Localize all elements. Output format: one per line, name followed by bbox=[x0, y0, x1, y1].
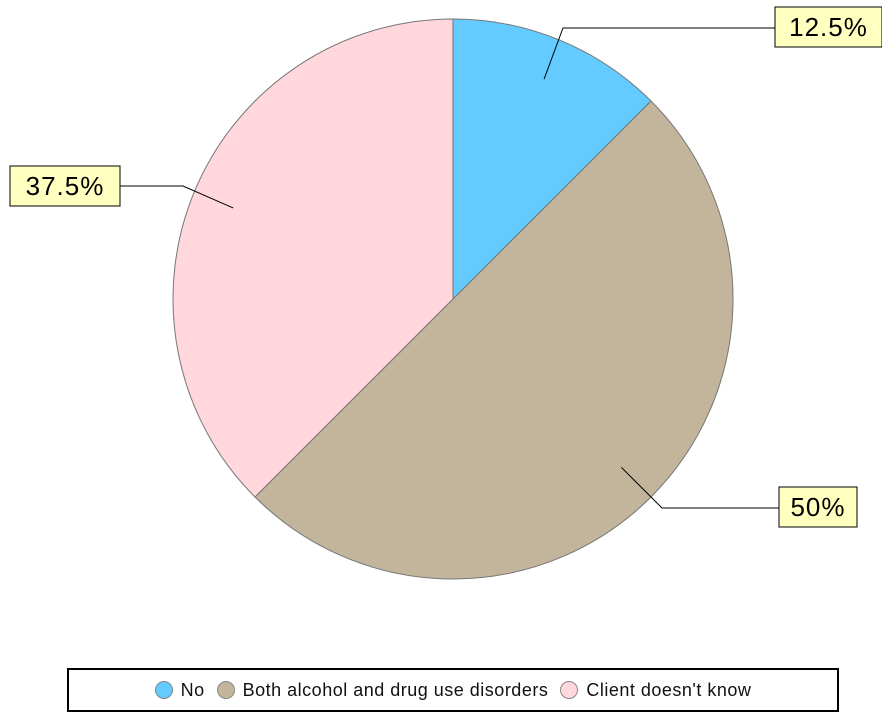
pie-chart: 12.5% 50% 37.5% bbox=[9, 6, 882, 580]
pie-slice-0 bbox=[452, 18, 652, 301]
legend: No Both alcohol and drug use disorders C… bbox=[67, 668, 839, 712]
legend-swatch-both bbox=[216, 681, 235, 699]
legend-item-no: No bbox=[154, 679, 205, 701]
legend-label-both: Both alcohol and drug use disorders bbox=[242, 679, 549, 700]
pie-slices bbox=[172, 18, 734, 580]
leader-line-0 bbox=[543, 27, 775, 80]
leader-line-2 bbox=[120, 185, 234, 209]
legend-label-no: No bbox=[180, 679, 205, 700]
data-label-1: 50% bbox=[790, 492, 845, 522]
legend-swatch-no bbox=[154, 681, 173, 699]
data-label-2: 37.5% bbox=[26, 171, 105, 201]
data-label-box-1 bbox=[778, 486, 858, 528]
legend-swatch-client-doesnt-know bbox=[560, 681, 579, 699]
data-label-box-2 bbox=[9, 165, 121, 207]
pie-slice-2 bbox=[172, 18, 454, 498]
data-label-box-0 bbox=[774, 6, 882, 48]
data-label-0: 12.5% bbox=[789, 12, 868, 42]
legend-item-both: Both alcohol and drug use disorders bbox=[216, 679, 549, 701]
legend-label-client-doesnt-know: Client doesn't know bbox=[586, 679, 752, 700]
pie-leader-lines bbox=[120, 27, 779, 509]
legend-item-client-doesnt-know: Client doesn't know bbox=[560, 680, 751, 701]
leader-line-1 bbox=[620, 466, 779, 509]
pie-data-labels: 12.5% 50% 37.5% bbox=[9, 6, 882, 528]
